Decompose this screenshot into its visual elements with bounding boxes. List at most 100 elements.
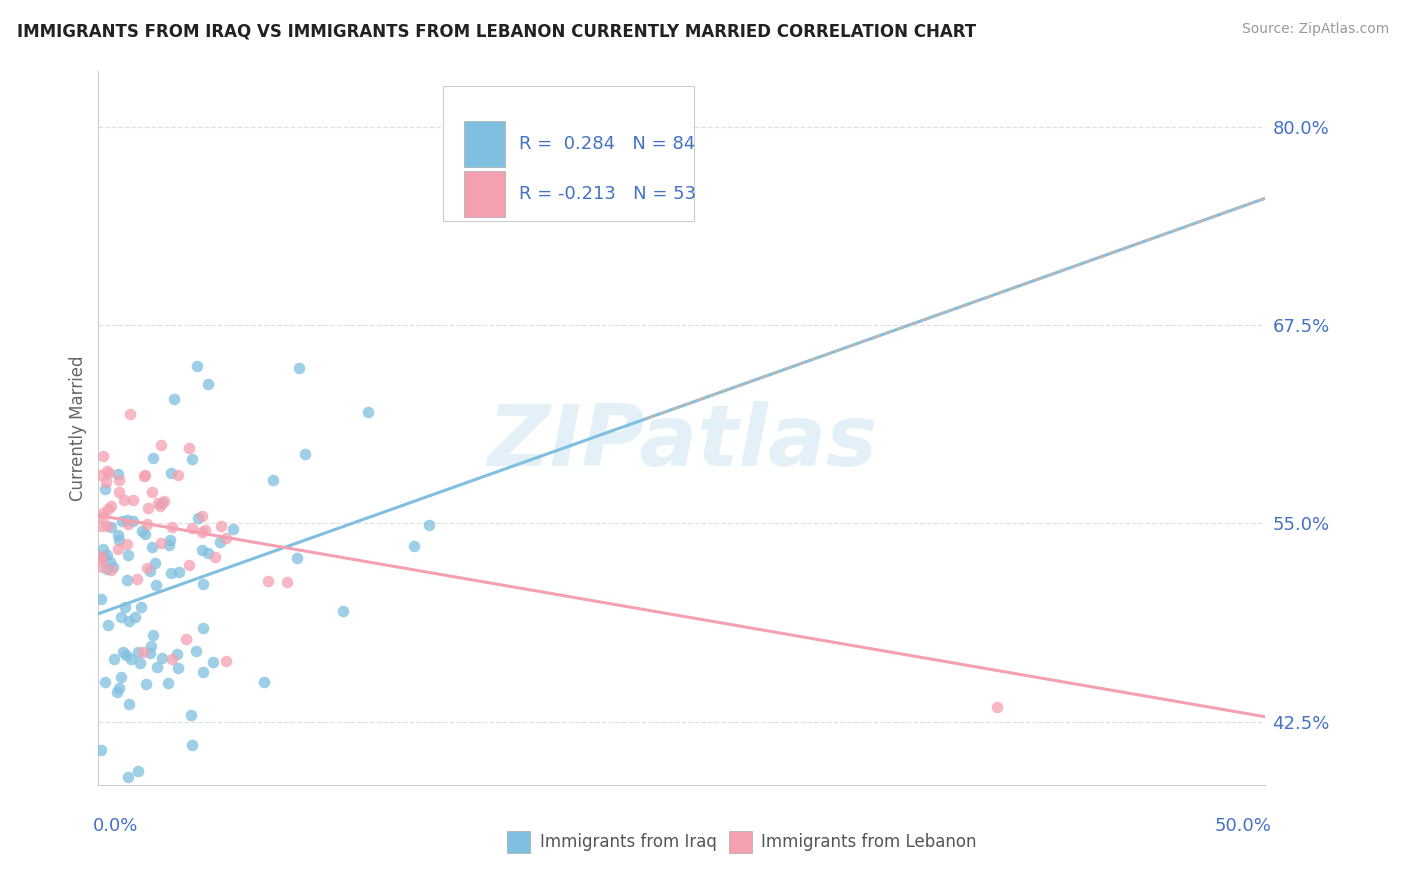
Point: [94, 475, 117, 489]
FancyBboxPatch shape: [464, 120, 505, 167]
Point: [146, 660, 169, 674]
Point: [157, 538, 180, 552]
Point: [103, 652, 125, 666]
Point: [131, 524, 153, 539]
Text: ZIPatlas: ZIPatlas: [486, 401, 877, 484]
Point: [117, 549, 139, 563]
Point: [117, 770, 139, 784]
Point: [117, 517, 139, 532]
Point: [276, 575, 298, 590]
Point: [90, 519, 112, 533]
Point: [90, 468, 112, 483]
Point: [193, 665, 215, 679]
Point: [142, 628, 165, 642]
Point: [94, 674, 117, 689]
FancyBboxPatch shape: [443, 86, 693, 221]
Point: [112, 493, 135, 508]
Point: [122, 514, 145, 528]
Y-axis label: Currently Married: Currently Married: [69, 355, 87, 501]
Point: [139, 639, 162, 653]
Point: [159, 533, 181, 547]
Point: [186, 359, 208, 374]
Point: [135, 677, 157, 691]
Point: [257, 574, 280, 589]
Point: [96, 519, 118, 533]
Point: [135, 560, 157, 574]
Point: [145, 577, 167, 591]
Point: [163, 392, 186, 406]
Point: [115, 648, 138, 662]
Point: [96, 464, 118, 478]
Point: [110, 609, 132, 624]
Point: [134, 526, 156, 541]
Point: [152, 650, 174, 665]
FancyBboxPatch shape: [728, 831, 752, 853]
Point: [160, 466, 183, 480]
Point: [191, 524, 214, 539]
Point: [91, 559, 114, 574]
Point: [100, 520, 122, 534]
Point: [139, 564, 162, 578]
Point: [117, 537, 139, 551]
Point: [150, 536, 173, 550]
Point: [91, 510, 114, 524]
Point: [180, 521, 202, 535]
Point: [204, 549, 226, 564]
Text: 50.0%: 50.0%: [1215, 817, 1271, 835]
Text: Immigrants from Iraq: Immigrants from Iraq: [540, 833, 717, 851]
Point: [96, 548, 118, 562]
Point: [117, 573, 139, 587]
Point: [90, 549, 112, 564]
Point: [149, 499, 172, 513]
Point: [96, 562, 118, 576]
Point: [97, 501, 120, 516]
Point: [159, 566, 181, 581]
Point: [120, 651, 142, 665]
Point: [146, 496, 169, 510]
Point: [107, 528, 129, 542]
Point: [186, 644, 208, 658]
Point: [110, 670, 132, 684]
Point: [93, 549, 115, 564]
FancyBboxPatch shape: [508, 831, 530, 853]
Point: [127, 764, 149, 778]
Point: [107, 541, 129, 556]
Point: [131, 644, 153, 658]
Point: [118, 407, 141, 421]
Text: 0.0%: 0.0%: [93, 817, 138, 835]
Text: IMMIGRANTS FROM IRAQ VS IMMIGRANTS FROM LEBANON CURRENTLY MARRIED CORRELATION CH: IMMIGRANTS FROM IRAQ VS IMMIGRANTS FROM …: [17, 22, 976, 40]
Point: [166, 647, 188, 661]
Point: [215, 654, 238, 668]
Point: [118, 697, 141, 711]
Point: [215, 531, 238, 545]
Point: [107, 467, 129, 482]
Point: [97, 467, 120, 481]
Point: [114, 599, 136, 614]
Point: [91, 541, 114, 556]
Point: [179, 558, 201, 573]
Point: [90, 553, 112, 567]
Point: [138, 500, 160, 515]
Point: [404, 539, 426, 553]
Point: [118, 615, 141, 629]
Point: [111, 514, 134, 528]
Point: [191, 577, 214, 591]
Point: [134, 468, 156, 483]
Point: [190, 508, 212, 523]
Point: [166, 661, 188, 675]
Point: [129, 656, 152, 670]
Point: [97, 618, 120, 632]
Point: [98, 555, 121, 569]
Point: [150, 496, 173, 510]
Point: [91, 506, 114, 520]
Text: Source: ZipAtlas.com: Source: ZipAtlas.com: [1241, 22, 1389, 37]
Point: [177, 441, 200, 455]
Point: [134, 468, 156, 483]
Point: [181, 452, 204, 467]
Point: [117, 513, 139, 527]
Point: [108, 681, 131, 696]
Point: [127, 645, 149, 659]
Point: [262, 473, 284, 487]
Point: [197, 377, 219, 392]
Point: [107, 484, 129, 499]
